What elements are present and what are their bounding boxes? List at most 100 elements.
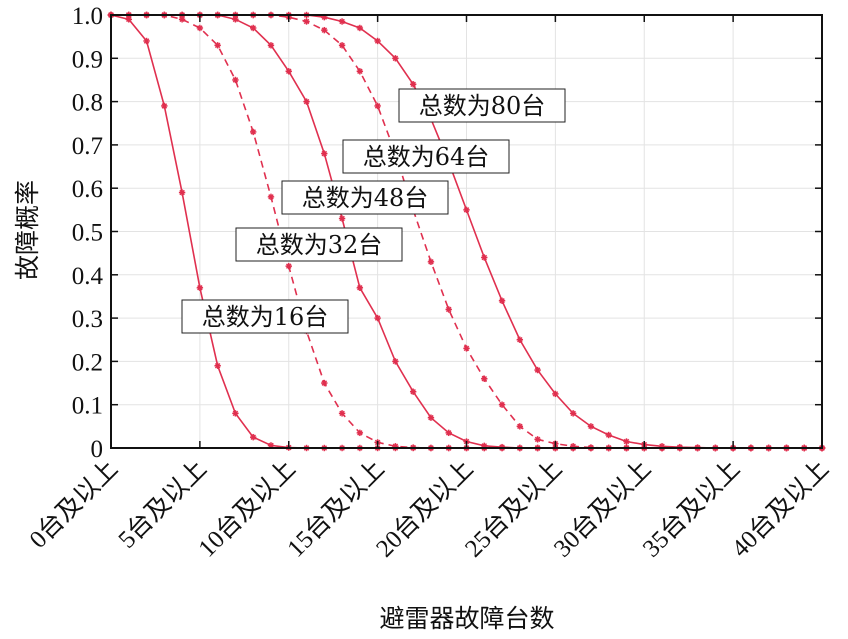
- data-point: [338, 18, 346, 25]
- data-point: [587, 423, 595, 430]
- annotation-label: 总数为80台: [419, 92, 546, 120]
- data-point: [463, 345, 470, 352]
- marker-stroke: [445, 430, 452, 436]
- marker-stroke: [374, 38, 381, 44]
- marker-stroke: [321, 150, 328, 157]
- annotation-label: 总数为64台: [363, 143, 490, 171]
- marker-stroke: [481, 375, 488, 382]
- marker-stroke: [268, 42, 274, 49]
- data-point: [178, 16, 186, 23]
- data-point: [267, 442, 275, 449]
- data-point: [498, 401, 506, 408]
- marker-stroke: [517, 336, 523, 343]
- marker-stroke: [623, 438, 630, 445]
- marker-stroke: [570, 410, 576, 417]
- data-point: [321, 150, 328, 157]
- marker-stroke: [339, 42, 345, 49]
- marker-stroke: [232, 410, 239, 417]
- data-point: [232, 76, 239, 84]
- data-point: [267, 42, 275, 49]
- y-tick-label: 0.2: [72, 349, 103, 376]
- data-point: [605, 431, 612, 439]
- marker-stroke: [428, 259, 434, 265]
- data-point: [214, 42, 221, 49]
- data-point: [338, 410, 346, 417]
- y-tick-label: 0.8: [72, 90, 103, 117]
- marker-stroke: [268, 442, 274, 449]
- data-point: [445, 306, 452, 313]
- data-point: [303, 18, 310, 25]
- data-point: [196, 24, 204, 32]
- y-tick-label: 0.1: [72, 393, 103, 420]
- x-tick-label: 40台及以上: [726, 454, 834, 562]
- data-point: [214, 362, 221, 369]
- marker-stroke: [499, 298, 505, 304]
- marker-stroke: [250, 25, 256, 31]
- data-point: [338, 42, 346, 49]
- data-point: [356, 429, 364, 437]
- marker-stroke: [552, 391, 559, 397]
- marker-stroke: [357, 25, 363, 31]
- data-point: [249, 24, 257, 32]
- data-point: [374, 314, 381, 322]
- y-tick-label: 0.7: [72, 133, 103, 160]
- annotation-1: 总数为80台: [398, 88, 566, 123]
- marker-stroke: [463, 207, 470, 213]
- marker-stroke: [339, 410, 345, 417]
- y-tick-label: 0.5: [72, 220, 103, 247]
- marker-stroke: [463, 345, 470, 352]
- marker-stroke: [285, 68, 292, 75]
- y-tick-label: 0.3: [72, 306, 103, 333]
- marker-stroke: [214, 42, 221, 49]
- marker-stroke: [481, 254, 488, 261]
- data-point: [303, 98, 310, 105]
- data-point: [534, 366, 541, 374]
- y-axis-title: 故障概率: [13, 180, 42, 280]
- data-point: [321, 26, 328, 34]
- data-point: [498, 297, 506, 304]
- marker-stroke: [179, 189, 185, 196]
- data-point: [481, 375, 488, 382]
- annotation-2: 总数为64台: [342, 139, 510, 174]
- marker-stroke: [588, 423, 594, 430]
- data-point: [427, 258, 435, 266]
- marker-stroke: [392, 55, 399, 62]
- marker-stroke: [357, 285, 363, 291]
- data-point: [232, 410, 239, 417]
- x-tick-label: 0台及以上: [24, 454, 123, 553]
- annotation-5: 总数为16台: [181, 299, 349, 334]
- annotation-box: [398, 88, 566, 123]
- marker-stroke: [161, 103, 168, 109]
- annotation-label: 总数为32台: [256, 231, 383, 259]
- marker-stroke: [232, 16, 239, 23]
- annotation-box: [281, 180, 449, 215]
- data-point: [285, 68, 292, 75]
- y-tick-label: 1.0: [72, 3, 103, 30]
- marker-stroke: [126, 16, 132, 23]
- marker-stroke: [410, 81, 416, 88]
- marker-stroke: [605, 432, 612, 438]
- data-point: [196, 284, 204, 291]
- marker-stroke: [303, 98, 310, 105]
- marker-stroke: [232, 77, 239, 83]
- data-point: [374, 102, 381, 110]
- data-point: [249, 433, 257, 441]
- annotation-3: 总数为48台: [281, 180, 449, 215]
- marker-stroke: [374, 315, 381, 321]
- data-point: [409, 388, 417, 395]
- data-point: [569, 410, 577, 417]
- marker-stroke: [357, 430, 363, 436]
- data-point: [267, 193, 275, 201]
- marker-stroke: [143, 38, 150, 44]
- marker-stroke: [197, 25, 203, 31]
- data-point: [356, 24, 364, 32]
- data-point: [463, 206, 470, 214]
- marker-stroke: [410, 388, 416, 395]
- y-axis-ticks: 0 0.1 0.2 0.3 0.4 0.5 0.6 0.7 0.8 0.9 1.0: [72, 3, 822, 463]
- data-point: [338, 215, 346, 222]
- marker-stroke: [339, 18, 345, 25]
- marker-stroke: [321, 380, 328, 386]
- y-tick-label: 0: [91, 436, 104, 463]
- annotation-box: [235, 227, 403, 262]
- marker-stroke: [374, 103, 381, 109]
